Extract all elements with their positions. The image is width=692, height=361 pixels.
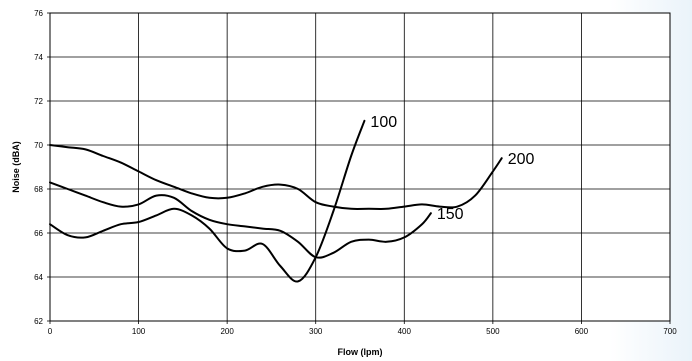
- y-tick-label: 70: [34, 141, 43, 150]
- y-tick-label: 66: [34, 229, 43, 238]
- y-tick-label: 76: [34, 9, 43, 18]
- x-tick-label: 500: [486, 327, 500, 336]
- x-tick-label: 700: [663, 327, 677, 336]
- y-tick-label: 68: [34, 185, 43, 194]
- plot-area: [49, 12, 671, 322]
- x-tick-label: 300: [309, 327, 323, 336]
- y-tick-label: 64: [34, 273, 43, 282]
- y-tick-label: 74: [34, 53, 43, 62]
- series-line-200: [49, 144, 503, 210]
- x-tick-label: 200: [220, 327, 234, 336]
- y-tick-label: 72: [34, 97, 43, 106]
- x-tick-label: 600: [575, 327, 589, 336]
- x-tick-label: 100: [132, 327, 146, 336]
- series-line-150: [49, 181, 432, 259]
- series-label-100: 100: [370, 114, 397, 131]
- grid-lines: [50, 13, 670, 321]
- series-label-200: 200: [508, 151, 535, 168]
- series-labels: 100 150 200: [370, 114, 534, 223]
- series-lines: [49, 119, 503, 283]
- y-axis-title: Noise (dBA): [11, 141, 21, 193]
- x-tick-label: 0: [48, 327, 53, 336]
- x-axis-title: Flow (lpm): [338, 347, 383, 357]
- tick-labels: 0 100 200 300 400 500 600 700 62 64 66 68 70 72 74 76: [34, 9, 677, 336]
- y-tick-label: 62: [34, 317, 43, 326]
- series-label-150: 150: [437, 206, 464, 223]
- x-tick-label: 400: [398, 327, 412, 336]
